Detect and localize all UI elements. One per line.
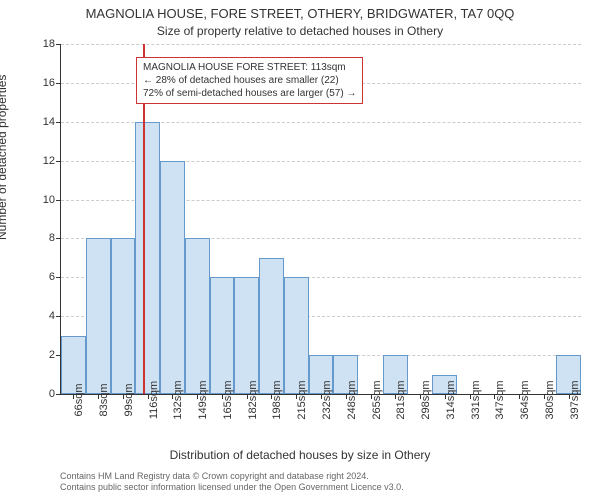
- ytick-mark: [56, 122, 61, 123]
- plot-area: 02468101214161866sqm83sqm99sqm116sqm132s…: [60, 44, 580, 394]
- ytick-mark: [56, 394, 61, 395]
- xtick-label: 364sqm: [519, 380, 531, 419]
- xtick-label: 132sqm: [172, 380, 184, 419]
- y-axis-label: Number of detached properties: [0, 75, 9, 240]
- histogram-bar: [234, 277, 259, 394]
- footer-line-1: Contains HM Land Registry data © Crown c…: [60, 471, 404, 483]
- ytick-label: 0: [49, 388, 55, 400]
- xtick-label: 331sqm: [470, 380, 482, 419]
- ytick-mark: [56, 44, 61, 45]
- chart-title: MAGNOLIA HOUSE, FORE STREET, OTHERY, BRI…: [0, 6, 600, 21]
- xtick-label: 232sqm: [321, 380, 333, 419]
- ytick-mark: [56, 277, 61, 278]
- footer-attribution: Contains HM Land Registry data © Crown c…: [60, 471, 404, 494]
- histogram-bar: [86, 238, 111, 394]
- ytick-label: 10: [43, 194, 55, 206]
- ytick-mark: [56, 83, 61, 84]
- info-box-line: 72% of semi-detached houses are larger (…: [143, 87, 356, 100]
- xtick-label: 314sqm: [445, 380, 457, 419]
- xtick-label: 149sqm: [197, 380, 209, 419]
- ytick-label: 2: [49, 349, 55, 361]
- histogram-bar: [185, 238, 210, 394]
- info-box: MAGNOLIA HOUSE FORE STREET: 113sqm← 28% …: [136, 57, 363, 104]
- ytick-label: 18: [43, 38, 55, 50]
- ytick-mark: [56, 161, 61, 162]
- histogram-bar: [135, 122, 160, 394]
- xtick-label: 397sqm: [569, 380, 581, 419]
- ytick-mark: [56, 316, 61, 317]
- xtick-label: 182sqm: [247, 380, 259, 419]
- plot-inner: 02468101214161866sqm83sqm99sqm116sqm132s…: [60, 44, 581, 395]
- ytick-mark: [56, 200, 61, 201]
- histogram-bar: [210, 277, 235, 394]
- xtick-label: 198sqm: [271, 380, 283, 419]
- gridline: [61, 44, 581, 45]
- xtick-label: 347sqm: [494, 380, 506, 419]
- histogram-bar: [111, 238, 136, 394]
- ytick-label: 14: [43, 116, 55, 128]
- info-box-line: MAGNOLIA HOUSE FORE STREET: 113sqm: [143, 61, 356, 74]
- xtick-label: 298sqm: [420, 380, 432, 419]
- xtick-label: 281sqm: [395, 380, 407, 419]
- x-axis-label: Distribution of detached houses by size …: [0, 448, 600, 462]
- ytick-label: 8: [49, 232, 55, 244]
- ytick-label: 6: [49, 271, 55, 283]
- info-box-line: ← 28% of detached houses are smaller (22…: [143, 74, 356, 87]
- histogram-bar: [259, 258, 284, 394]
- xtick-label: 248sqm: [346, 380, 358, 419]
- ytick-label: 12: [43, 155, 55, 167]
- xtick-label: 99sqm: [123, 383, 135, 416]
- xtick-label: 265sqm: [371, 380, 383, 419]
- xtick-label: 66sqm: [73, 383, 85, 416]
- histogram-bar: [160, 161, 185, 394]
- xtick-label: 165sqm: [222, 380, 234, 419]
- histogram-bar: [284, 277, 309, 394]
- xtick-label: 380sqm: [544, 380, 556, 419]
- xtick-label: 215sqm: [296, 380, 308, 419]
- ytick-label: 4: [49, 310, 55, 322]
- chart-subtitle: Size of property relative to detached ho…: [0, 24, 600, 38]
- xtick-label: 83sqm: [98, 383, 110, 416]
- xtick-label: 116sqm: [148, 381, 160, 419]
- ytick-label: 16: [43, 77, 55, 89]
- footer-line-2: Contains public sector information licen…: [60, 482, 404, 494]
- ytick-mark: [56, 238, 61, 239]
- chart-container: MAGNOLIA HOUSE, FORE STREET, OTHERY, BRI…: [0, 0, 600, 500]
